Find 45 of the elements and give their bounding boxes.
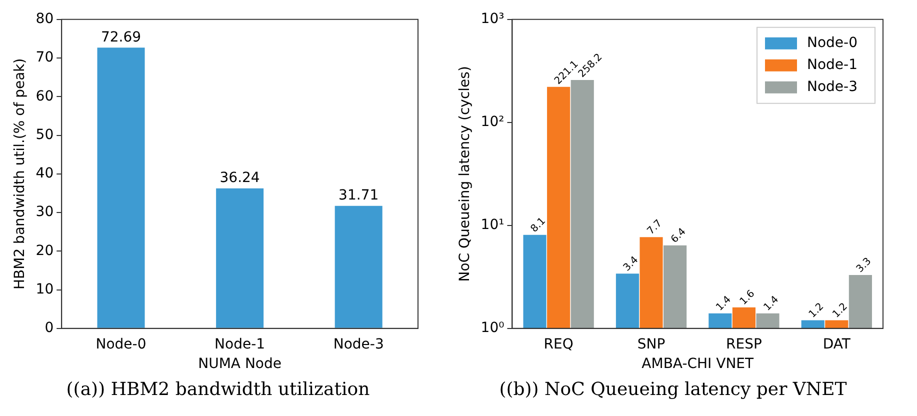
- x-axis-title: NUMA Node: [198, 356, 282, 372]
- y-tick-label: 70: [36, 50, 54, 66]
- data-label: 1.2: [807, 301, 826, 320]
- y-tick-label: 10²: [480, 114, 504, 130]
- x-tick-label: RESP: [726, 336, 762, 352]
- y-tick-label: 10³: [480, 11, 504, 28]
- y-axis-title: NoC Queueing latency (cycles): [457, 66, 474, 282]
- data-label: 31.71: [338, 188, 379, 204]
- bar: [97, 48, 145, 328]
- data-label: 3.3: [854, 256, 874, 275]
- x-tick-label: SNP: [637, 336, 666, 352]
- x-tick-label: Node-1: [214, 336, 266, 352]
- bar: [334, 206, 382, 328]
- x-tick-label: Node-3: [333, 336, 384, 352]
- y-tick-label: 10: [36, 281, 54, 298]
- data-label: 1.6: [738, 288, 758, 308]
- data-label: 8.1: [528, 216, 548, 235]
- bar: [216, 188, 264, 328]
- x-tick-label: Node-0: [96, 336, 146, 352]
- x-axis-title: AMBA-CHI VNET: [642, 356, 754, 372]
- legend-label: Node-3: [807, 79, 858, 96]
- y-tick-label: 80: [36, 11, 54, 28]
- legend-label: Node-0: [807, 35, 858, 52]
- y-tick-label: 60: [36, 88, 54, 104]
- y-tick-label: 50: [36, 126, 54, 143]
- data-label: 72.69: [100, 29, 142, 46]
- data-label: 1.4: [714, 294, 734, 314]
- y-tick-label: 0: [44, 320, 54, 336]
- legend-label: Node-1: [807, 57, 858, 74]
- text: ((a)) HBM2 bandwidth utilization: [65, 379, 371, 400]
- y-axis-title: HBM2 bandwidth util.(% of peak): [12, 58, 28, 290]
- y-tick-label: 10⁰: [480, 320, 505, 336]
- data-label: 3.4: [622, 254, 641, 274]
- text: ((b)) NoC Queueing latency per VNET: [498, 379, 848, 400]
- y-tick-label: 20: [36, 242, 54, 259]
- data-label: 7.7: [645, 218, 664, 238]
- data-label: 6.4: [669, 226, 688, 246]
- data-label: 36.24: [220, 170, 260, 186]
- data-label: 1.4: [762, 294, 781, 314]
- x-tick-label: REQ: [544, 336, 574, 352]
- y-tick-label: 30: [36, 204, 54, 220]
- y-tick-label: 10¹: [480, 217, 504, 234]
- x-tick-label: DAT: [822, 336, 851, 352]
- data-label: 1.2: [830, 301, 850, 320]
- y-tick-label: 40: [36, 166, 54, 182]
